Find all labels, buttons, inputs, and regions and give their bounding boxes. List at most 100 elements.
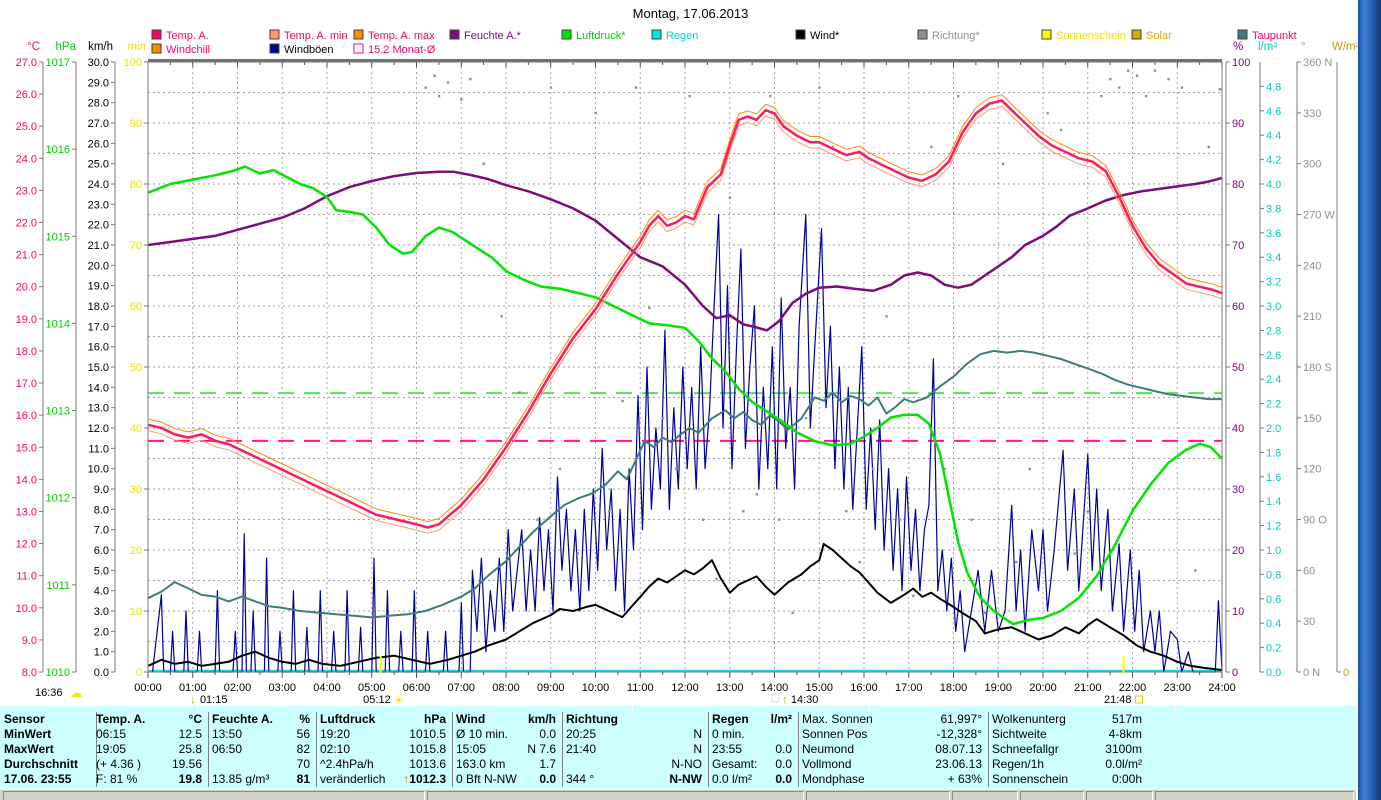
axis-tick-label: 23.0 bbox=[16, 185, 37, 197]
sunset-time-label: 21:48 bbox=[1104, 694, 1132, 706]
status-bar-panel bbox=[1155, 791, 1354, 800]
axis-tick-label: 15.0 bbox=[88, 362, 109, 374]
table-row: 20:25 N bbox=[566, 727, 702, 741]
direction-dot bbox=[469, 77, 472, 81]
table-row: 06:50 82 bbox=[212, 742, 310, 756]
direction-dot bbox=[1100, 94, 1103, 98]
legend-swatch-feuchte-a- bbox=[449, 29, 460, 40]
axis-tick-label: 27.0 bbox=[16, 57, 37, 69]
legend-label: Wind* bbox=[810, 30, 840, 42]
axis-tick-label: 3.8 bbox=[1266, 203, 1281, 215]
time-tick-label: 07:00 bbox=[447, 682, 475, 694]
direction-dot bbox=[804, 416, 808, 420]
table-row: Max. Sonnen 61,997° bbox=[802, 712, 982, 726]
axis-tick-label: 120 bbox=[1303, 464, 1321, 476]
axis-tick-label: 6.0 bbox=[94, 545, 109, 557]
table-row: N-NO bbox=[671, 757, 702, 771]
time-tick-label: 09:00 bbox=[537, 682, 565, 694]
time-tick-label: 18:00 bbox=[940, 682, 968, 694]
legend-label: Windböen bbox=[284, 44, 334, 56]
direction-dot bbox=[518, 391, 521, 394]
table-row: Mondphase + 63% bbox=[802, 772, 982, 786]
plot-top-bar bbox=[148, 59, 1222, 62]
axis-tick-label: 4.4 bbox=[1266, 130, 1281, 142]
time-tick-label: 10:00 bbox=[582, 682, 610, 694]
axis-tick-label: 2.0 bbox=[94, 626, 109, 638]
direction-dot bbox=[437, 94, 441, 98]
axis-tick-label: 30.0 bbox=[88, 57, 109, 69]
axis-tick-label: 22.0 bbox=[88, 220, 109, 232]
time-tick-label: 20:00 bbox=[1029, 682, 1057, 694]
direction-dot bbox=[898, 518, 902, 521]
direction-dot bbox=[433, 74, 436, 77]
legend-label: Regen bbox=[666, 30, 698, 42]
axis-tick-label: 1012 bbox=[46, 493, 70, 505]
moon-phase-icon bbox=[771, 694, 780, 703]
axis-tick-label: 0.8 bbox=[1266, 569, 1281, 581]
axis-tick-label: 1.2 bbox=[1266, 521, 1281, 533]
axis-tick-label: 150 bbox=[1303, 413, 1321, 425]
axis-tick-label: 4.0 bbox=[94, 586, 109, 598]
time-tick-label: 19:00 bbox=[984, 682, 1012, 694]
axis-tick-label: 2.6 bbox=[1266, 350, 1281, 362]
axis-tick-label: 60 bbox=[130, 301, 142, 313]
table-row: Wolkenunterg 517m bbox=[992, 712, 1142, 726]
axis-unit-label: l/m² bbox=[1258, 41, 1277, 53]
direction-dot bbox=[983, 611, 987, 615]
moonset-time-label: 01:15 bbox=[200, 694, 228, 706]
direction-dot bbox=[777, 518, 781, 521]
time-tick-label: 24:00 bbox=[1208, 682, 1236, 694]
axis-tick-label: 3.0 bbox=[1266, 301, 1281, 313]
direction-dot bbox=[701, 518, 705, 521]
axis-tick-label: 0 bbox=[136, 667, 142, 679]
axis-tick-label: 4.6 bbox=[1266, 106, 1281, 118]
status-bar-panel bbox=[952, 791, 1018, 800]
direction-dot bbox=[648, 306, 651, 310]
stats-table: Sensor MinWert MaxWert Durchschnitt 17.06. 2… bbox=[0, 706, 1356, 790]
legend-swatch-solar bbox=[1131, 29, 1142, 40]
direction-dot bbox=[831, 145, 835, 149]
time-tick-label: 06:00 bbox=[403, 682, 431, 694]
axis-tick-label: 1.8 bbox=[1266, 447, 1281, 459]
axis-unit-label: °C bbox=[27, 41, 40, 53]
legend-swatch-regen bbox=[651, 29, 662, 40]
axis-tick-label: 30 bbox=[1232, 484, 1244, 496]
axis-tick-label: 270 W bbox=[1303, 210, 1335, 222]
table-row: Vollmond 23.06.13 bbox=[802, 757, 982, 771]
axis-tick-label: 10.0 bbox=[16, 603, 37, 615]
axis-tick-label: 23.0 bbox=[88, 199, 109, 211]
direction-dot bbox=[549, 86, 553, 89]
axis-tick-label: 10 bbox=[130, 606, 142, 618]
table-row: 15:05 N 7.6 bbox=[456, 742, 556, 756]
direction-dot bbox=[818, 86, 821, 89]
direction-dot bbox=[1153, 69, 1157, 72]
axis-tick-label: 0.2 bbox=[1266, 643, 1281, 655]
time-tick-label: 12:00 bbox=[671, 682, 699, 694]
table-row: Regen/1h 0.0l/m² bbox=[992, 757, 1142, 771]
axis-tick-label: 1011 bbox=[46, 580, 70, 592]
axis-tick-label: 4.2 bbox=[1266, 155, 1281, 167]
direction-dot bbox=[1015, 560, 1018, 564]
axis-tick-label: 8.0 bbox=[22, 667, 37, 679]
table-row: Feuchte A.% bbox=[212, 712, 310, 726]
table-group-0: Sensor MinWert MaxWert Durchschnitt 17.06. 2… bbox=[4, 712, 97, 787]
axis-tick-label: 2.8 bbox=[1266, 325, 1281, 337]
axis-tick-label: 12.0 bbox=[16, 539, 37, 551]
table-row: Gesamt: 0.0 bbox=[712, 757, 792, 771]
legend-label: Feuchte A.* bbox=[464, 30, 522, 42]
legend-label: Temp. A. bbox=[166, 30, 209, 42]
series-temp bbox=[147, 99, 1223, 529]
pressure-trend-arrow-icon: ↑ bbox=[403, 772, 410, 786]
direction-dot bbox=[1073, 552, 1076, 555]
axis-tick-label: 26.0 bbox=[16, 89, 37, 101]
time-tick-label: 23:00 bbox=[1163, 682, 1191, 694]
axis-tick-label: 13.0 bbox=[88, 403, 109, 415]
axis-tick-label: 4.8 bbox=[1266, 81, 1281, 93]
table-strip-separator bbox=[869, 706, 870, 714]
direction-dot bbox=[558, 467, 562, 471]
sunset-icon bbox=[1135, 695, 1144, 704]
axis-tick-label: 19.0 bbox=[16, 314, 37, 326]
table-row: 0 Bft N-NW 0.0 bbox=[456, 772, 556, 786]
time-tick-label: 16:00 bbox=[850, 682, 878, 694]
status-bar bbox=[0, 790, 1356, 800]
